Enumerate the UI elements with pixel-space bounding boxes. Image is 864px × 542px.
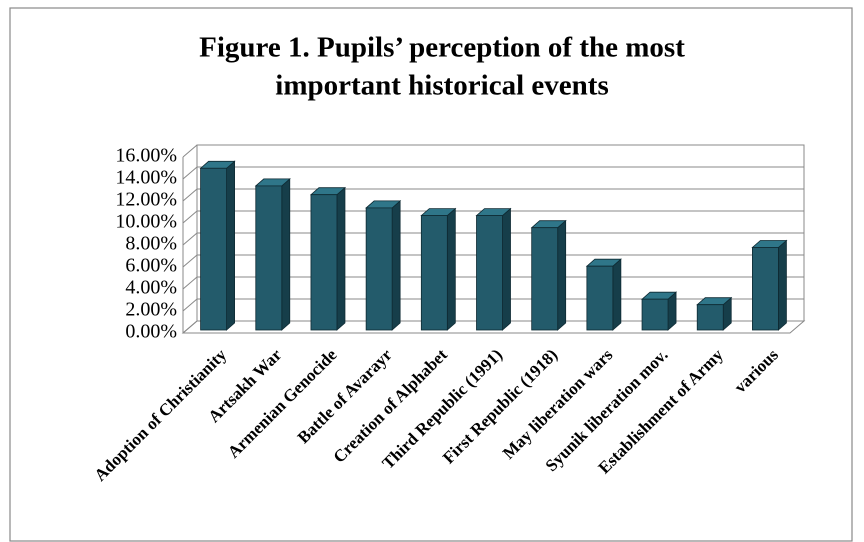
bar [365,207,393,331]
y-tick-label: 14.00% [115,167,177,189]
y-tick-label: 0.00% [125,321,177,343]
bar [420,215,448,331]
bar-side [446,207,456,331]
grid-line-side [182,320,198,334]
y-tick-label: 12.00% [115,189,177,211]
bar [200,167,227,331]
bar-side [281,178,291,331]
bar-side [778,239,787,331]
bar [310,194,338,331]
y-tick-label: 8.00% [125,233,177,255]
y-tick-label: 4.00% [125,277,177,299]
grid-line-side [182,144,198,158]
grid-line-side [182,298,198,312]
y-tick-label: 6.00% [125,255,177,277]
bar [586,265,614,331]
bar-side [557,219,567,331]
bar-side [226,160,235,331]
y-tick-label: 10.00% [115,211,177,233]
bar-side [612,258,622,331]
grid-line-side [182,254,198,268]
grid-line-side [182,166,198,180]
grid-line-side [182,276,198,290]
y-tick-label: 16.00% [115,145,177,167]
bar-side [502,207,511,331]
bar-side [391,200,401,331]
y-tick-label: 2.00% [125,299,177,321]
chart-title: Figure 1. Pupils’ perception of the most [199,32,685,64]
bar [696,304,724,331]
chart-title: important historical events [275,70,608,102]
bar-side [336,186,346,331]
bar [476,215,503,331]
bar [531,227,559,331]
grid-line-side [182,188,198,202]
grid-line-side [182,232,198,246]
bar [255,185,283,331]
bar [752,247,779,331]
bar [641,298,669,331]
grid-line-side [182,210,198,224]
